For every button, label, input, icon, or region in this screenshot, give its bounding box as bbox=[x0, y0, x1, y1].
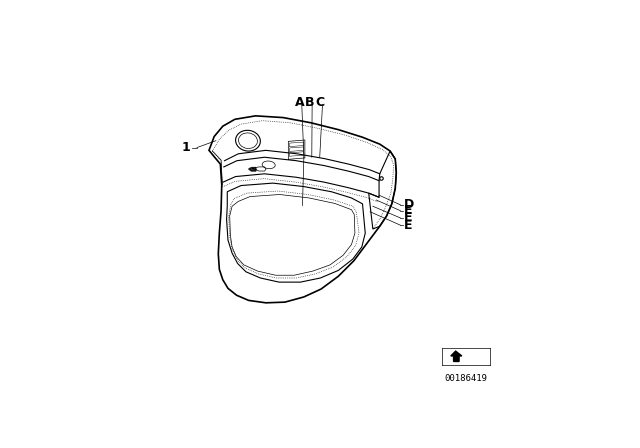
Text: E: E bbox=[404, 219, 412, 232]
Text: 00186419: 00186419 bbox=[445, 374, 488, 383]
Text: E: E bbox=[404, 204, 412, 217]
Text: C: C bbox=[316, 96, 325, 109]
Text: 1: 1 bbox=[181, 141, 190, 154]
Text: B: B bbox=[305, 96, 315, 109]
Polygon shape bbox=[249, 168, 256, 171]
Text: D: D bbox=[404, 198, 414, 211]
Polygon shape bbox=[451, 351, 462, 362]
Text: A: A bbox=[295, 96, 305, 109]
Text: E: E bbox=[404, 211, 412, 224]
